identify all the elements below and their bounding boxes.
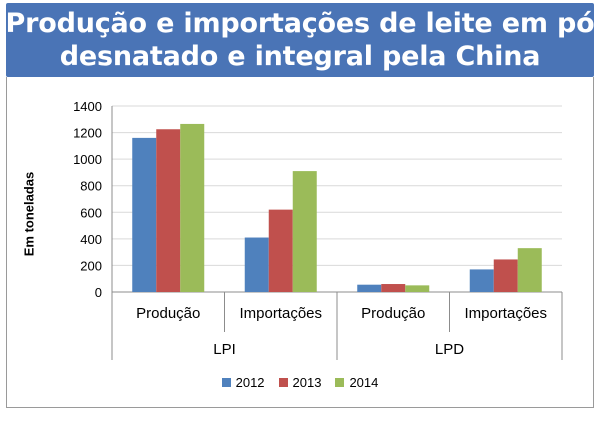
y-axis-label: Em toneladas — [21, 171, 37, 257]
bar-2014-3 — [517, 248, 542, 292]
legend-swatch — [221, 378, 231, 387]
bar-2012-1 — [244, 237, 269, 292]
x-category-label: Produção — [136, 305, 200, 322]
bar-2014-1 — [292, 171, 317, 292]
y-tick-label: 400 — [80, 232, 102, 247]
bar-2012-3 — [469, 269, 494, 292]
legend-label: 2013 — [292, 375, 322, 390]
legend-swatch — [335, 378, 345, 387]
y-tick-label: 200 — [80, 258, 102, 273]
bar-2012-2 — [357, 284, 382, 292]
x-category-label: Importações — [464, 305, 547, 322]
legend-label: 2012 — [235, 375, 265, 390]
y-tick-label: 600 — [80, 205, 102, 220]
chart-legend: 2012 2013 2014 — [0, 375, 600, 390]
y-tick-label: 1200 — [73, 126, 102, 141]
bar-2013-3 — [493, 259, 518, 292]
y-tick-label: 800 — [80, 179, 102, 194]
chart-title-line-2: desnatado e integral pela China — [59, 41, 541, 72]
y-tick-label: 0 — [95, 285, 102, 300]
legend-item-2013: 2013 — [278, 375, 322, 390]
bar-2013-0 — [156, 129, 181, 292]
x-category-label: Importações — [239, 305, 322, 322]
bar-2012-0 — [132, 137, 157, 292]
chart-title-line-1: Produção e importações de leite em pó — [5, 8, 595, 39]
y-tick-label: 1000 — [73, 152, 102, 167]
bar-2014-0 — [180, 123, 205, 292]
legend-item-2014: 2014 — [335, 375, 378, 390]
chart-title-banner: Produção e importações de leite em pó de… — [5, 3, 595, 77]
legend-swatch — [278, 378, 288, 387]
legend-label: 2014 — [349, 375, 379, 390]
legend-item-2012: 2012 — [221, 375, 265, 390]
x-group-label: LPD — [435, 341, 464, 358]
x-group-label: LPI — [213, 341, 236, 358]
x-category-label: Produção — [361, 305, 425, 322]
bar-2013-1 — [268, 209, 293, 292]
bar-2013-2 — [381, 284, 406, 292]
bar-2014-2 — [405, 285, 430, 292]
y-tick-label: 1400 — [73, 99, 102, 114]
